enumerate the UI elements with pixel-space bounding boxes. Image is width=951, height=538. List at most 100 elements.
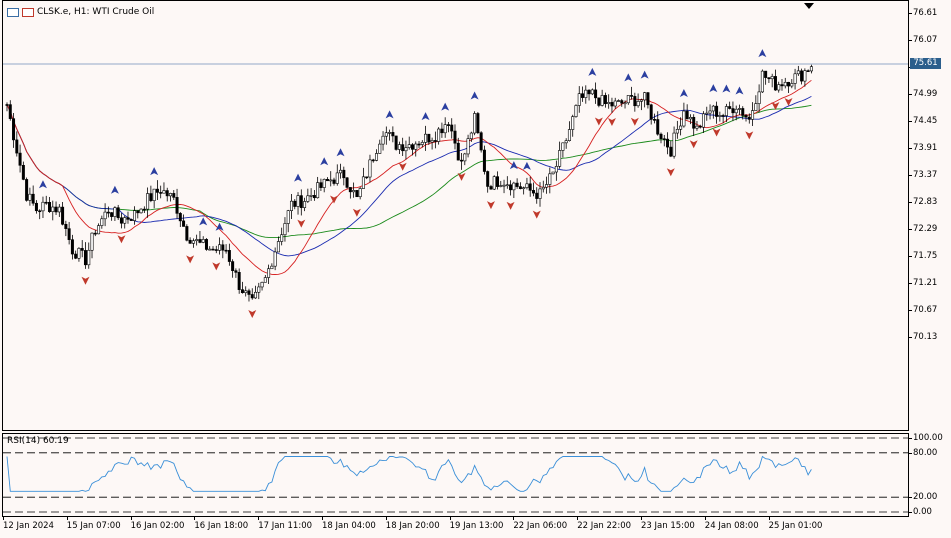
candle-body	[806, 70, 810, 72]
rsi-tick-mark	[909, 452, 912, 454]
candle-body	[773, 76, 777, 91]
candle	[427, 133, 431, 145]
candle	[469, 131, 473, 142]
candle-body	[61, 206, 65, 225]
candle	[87, 242, 91, 269]
candle	[770, 73, 774, 88]
time-tick-mark	[322, 517, 323, 520]
candle	[250, 288, 254, 300]
candle-body	[286, 210, 290, 224]
candle-body	[339, 169, 343, 174]
price-tick-mark	[909, 148, 912, 149]
candle	[803, 68, 807, 87]
candle	[486, 170, 490, 193]
time-axis[interactable]: 12 Jan 2024 15 Jan 07:00 16 Jan 02:00 16 Ja…	[0, 517, 951, 538]
candle	[21, 161, 25, 181]
candle-body	[479, 132, 483, 151]
candle	[705, 106, 709, 121]
candle	[456, 137, 460, 161]
candle	[806, 69, 810, 72]
time-tick-label: 18 Jan 20:00	[385, 521, 440, 531]
candle-body	[155, 188, 159, 193]
rsi-chart-canvas[interactable]	[3, 434, 908, 516]
candle	[764, 70, 768, 85]
candle-body	[675, 128, 679, 134]
candle-body	[545, 184, 549, 188]
candle	[463, 152, 467, 166]
price-chart-canvas[interactable]	[3, 1, 908, 430]
candle-body	[211, 248, 215, 251]
candle-body	[616, 100, 620, 102]
rsi-tick-mark	[909, 438, 912, 439]
candle-body	[204, 239, 208, 250]
rsi-pane[interactable]: RSI(14) 60.19	[2, 433, 909, 517]
candle	[103, 203, 107, 227]
candle	[214, 245, 218, 254]
price-tick-mark	[909, 337, 912, 338]
candle	[93, 230, 97, 237]
candle-body	[312, 195, 316, 199]
candle	[682, 102, 686, 128]
time-tick-mark	[385, 517, 387, 520]
chart-settings-icon[interactable]	[22, 7, 34, 17]
candle	[48, 197, 52, 213]
candle-body	[528, 183, 532, 191]
chart-window-icon[interactable]	[7, 7, 19, 17]
candle-body	[767, 77, 771, 80]
candle	[584, 85, 588, 104]
candle-body	[303, 201, 307, 208]
candle-body	[368, 159, 372, 178]
rsi-tick-label: 100.00	[913, 433, 943, 443]
scroll-marker-icon[interactable]	[804, 3, 814, 9]
candle	[567, 121, 571, 142]
time-tick-mark	[130, 517, 132, 520]
fractal-up-icon	[522, 161, 531, 170]
candle	[273, 247, 277, 271]
fractal-up-icon	[470, 91, 479, 100]
candle-body	[417, 143, 421, 146]
price-tick-label: 70.13	[913, 332, 938, 342]
candle-body	[103, 211, 107, 220]
fractal-up-icon	[38, 180, 47, 189]
candle	[188, 237, 192, 244]
candle	[237, 268, 241, 294]
candle-body	[607, 102, 611, 105]
fractal-down-icon	[506, 201, 515, 210]
candle	[751, 102, 755, 126]
candle-body	[8, 104, 12, 119]
candle-body	[218, 244, 222, 251]
candle	[643, 91, 647, 108]
fractal-up-icon	[215, 222, 224, 231]
candle-body	[708, 110, 712, 114]
candle-body	[375, 153, 379, 161]
candle	[466, 134, 470, 158]
candle-body	[734, 108, 738, 114]
candle	[453, 124, 457, 150]
candle	[175, 188, 179, 219]
candle	[551, 171, 555, 175]
candle	[574, 104, 578, 118]
candle	[404, 140, 408, 160]
time-tick-mark	[513, 517, 515, 520]
candle	[564, 138, 568, 149]
candle	[620, 98, 624, 107]
candle-body	[198, 239, 202, 243]
candle	[482, 145, 486, 175]
candle	[335, 164, 339, 186]
candle-body	[711, 105, 715, 112]
candle	[721, 113, 725, 124]
candle-body	[358, 188, 362, 198]
main-price-pane[interactable]: CLSK.e, H1: WTI Crude Oil	[2, 0, 909, 431]
candle-body	[581, 93, 585, 98]
candle	[430, 137, 434, 150]
candle-body	[54, 206, 58, 213]
candle	[293, 199, 297, 210]
candle	[531, 182, 535, 197]
candle-body	[365, 176, 369, 179]
candle-body	[5, 104, 9, 106]
candle-body	[381, 135, 385, 145]
candle-body	[433, 140, 437, 142]
candle	[234, 268, 238, 278]
rsi-axis[interactable]: 100.00 80.00 20.00 0.00	[909, 433, 951, 517]
